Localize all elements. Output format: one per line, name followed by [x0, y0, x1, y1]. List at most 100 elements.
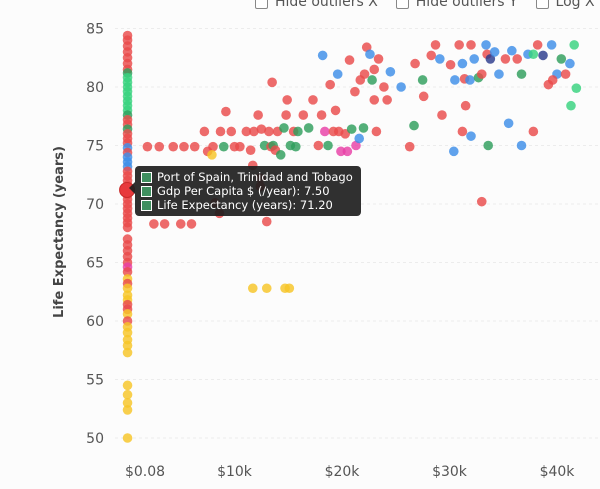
data-point[interactable] [466, 131, 476, 141]
data-point[interactable] [122, 389, 133, 400]
data-point[interactable] [325, 79, 335, 90]
data-point[interactable] [122, 309, 133, 319]
data-point[interactable] [323, 140, 333, 151]
data-point[interactable] [565, 58, 575, 69]
data-point[interactable] [186, 219, 197, 229]
data-point[interactable] [426, 50, 437, 61]
data-point[interactable] [122, 327, 133, 338]
data-point[interactable] [489, 47, 500, 57]
data-point[interactable] [122, 433, 133, 443]
data-point[interactable] [365, 49, 375, 60]
data-point[interactable] [358, 123, 369, 133]
data-point[interactable] [275, 150, 286, 160]
data-point[interactable] [226, 126, 237, 137]
data-point[interactable] [235, 141, 245, 152]
data-point[interactable] [457, 126, 468, 137]
data-point[interactable] [168, 141, 179, 152]
data-point[interactable] [142, 141, 153, 152]
data-point[interactable] [476, 196, 487, 207]
data-point[interactable] [330, 105, 341, 116]
data-point[interactable] [445, 59, 456, 70]
data-point[interactable] [207, 150, 217, 160]
data-point[interactable] [179, 141, 189, 152]
data-point[interactable] [538, 50, 548, 61]
data-point[interactable] [359, 69, 370, 79]
data-point[interactable] [154, 141, 165, 152]
data-point[interactable] [457, 58, 468, 69]
data-point[interactable] [149, 219, 159, 229]
data-point[interactable] [215, 126, 226, 137]
data-point[interactable] [410, 58, 420, 69]
data-point[interactable] [293, 126, 303, 137]
data-point[interactable] [284, 283, 295, 294]
data-point[interactable] [532, 40, 543, 50]
data-point[interactable] [409, 120, 419, 131]
data-point[interactable] [449, 146, 459, 157]
data-point[interactable] [404, 141, 415, 152]
data-point[interactable] [382, 95, 392, 105]
data-point[interactable] [367, 75, 377, 85]
data-point[interactable] [465, 75, 475, 85]
data-point[interactable] [460, 100, 471, 111]
data-point[interactable] [417, 75, 428, 85]
data-point[interactable] [122, 283, 133, 294]
data-point[interactable] [385, 66, 396, 77]
data-point[interactable] [469, 54, 480, 64]
data-point[interactable] [344, 55, 355, 65]
data-point[interactable] [122, 398, 133, 408]
data-point[interactable] [476, 69, 487, 79]
data-point[interactable] [373, 54, 384, 64]
data-point[interactable] [313, 140, 324, 151]
data-point[interactable] [122, 222, 133, 233]
data-point[interactable] [435, 54, 445, 64]
data-point[interactable] [308, 95, 318, 105]
data-point[interactable] [571, 83, 582, 93]
log-x-toggle[interactable]: Log X [535, 0, 595, 10]
data-point[interactable] [245, 145, 256, 155]
data-point[interactable] [218, 141, 229, 152]
data-point[interactable] [317, 50, 328, 61]
data-point[interactable] [122, 267, 133, 277]
data-point[interactable] [494, 69, 504, 79]
data-point[interactable] [371, 126, 382, 137]
checkbox[interactable] [255, 0, 268, 9]
data-point[interactable] [528, 49, 539, 60]
data-point[interactable] [279, 123, 289, 133]
data-point[interactable] [175, 219, 186, 229]
data-point[interactable] [290, 141, 301, 152]
data-point[interactable] [241, 126, 252, 137]
data-point[interactable] [354, 133, 365, 144]
data-point[interactable] [253, 110, 263, 120]
data-point[interactable] [547, 75, 558, 85]
data-point[interactable] [485, 54, 496, 64]
data-point[interactable] [298, 110, 309, 120]
data-point[interactable] [199, 126, 210, 137]
data-point[interactable] [418, 91, 429, 102]
data-point[interactable] [122, 405, 133, 415]
data-point[interactable] [483, 140, 494, 151]
data-point[interactable] [512, 54, 523, 64]
data-point[interactable] [159, 219, 170, 229]
data-point[interactable] [189, 141, 200, 152]
data-point[interactable] [507, 45, 517, 56]
data-point[interactable] [346, 124, 357, 134]
data-point[interactable] [503, 118, 514, 129]
data-point[interactable] [350, 86, 360, 97]
data-point[interactable] [466, 40, 476, 50]
data-point[interactable] [282, 95, 292, 105]
data-point[interactable] [261, 283, 272, 294]
data-point[interactable] [437, 110, 447, 120]
checkbox[interactable] [535, 0, 549, 9]
data-point[interactable] [122, 347, 133, 358]
data-point[interactable] [481, 40, 491, 50]
data-point[interactable] [556, 54, 567, 64]
data-point[interactable] [546, 40, 557, 50]
data-point[interactable] [267, 77, 277, 88]
hide-outliers-y-toggle[interactable]: Hide outliers Y [395, 0, 518, 10]
checkbox[interactable] [395, 0, 409, 9]
data-point[interactable] [281, 110, 291, 120]
data-point[interactable] [320, 126, 330, 137]
data-point[interactable] [566, 100, 576, 111]
data-point[interactable] [379, 82, 389, 92]
data-point[interactable] [221, 106, 231, 117]
